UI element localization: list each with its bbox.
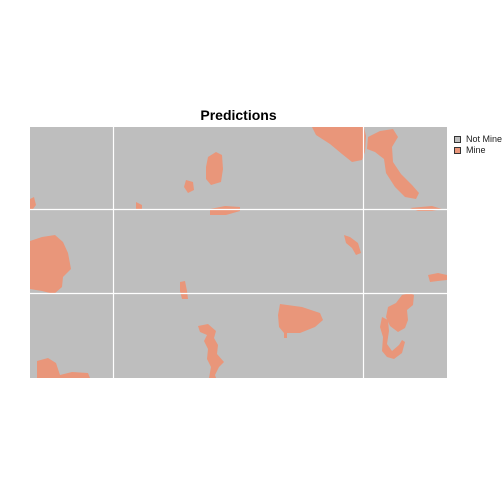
legend-swatch-not-mine bbox=[454, 135, 461, 143]
mine-region bbox=[136, 202, 142, 209]
mine-region bbox=[180, 281, 188, 299]
mine-region bbox=[278, 304, 323, 333]
mine-regions bbox=[30, 127, 447, 378]
legend: Not Mine Mine bbox=[454, 134, 504, 156]
legend-label: Not Mine bbox=[466, 134, 503, 144]
legend-item-not-mine: Not Mine bbox=[454, 134, 504, 144]
not-mine-background bbox=[30, 127, 447, 378]
mine-region bbox=[210, 206, 240, 215]
mine-region bbox=[386, 293, 414, 332]
prediction-map bbox=[30, 127, 447, 378]
mine-region bbox=[206, 152, 223, 185]
mine-region bbox=[367, 129, 419, 199]
legend-label: Mine bbox=[466, 145, 486, 155]
mine-region bbox=[344, 235, 361, 255]
mine-region bbox=[184, 180, 194, 193]
mine-region bbox=[428, 273, 447, 282]
legend-item-mine: Mine bbox=[454, 145, 504, 155]
mine-region bbox=[312, 127, 366, 162]
mine-region bbox=[37, 358, 90, 378]
mine-region bbox=[30, 235, 71, 294]
mine-region bbox=[380, 317, 405, 359]
plot-title: Predictions bbox=[200, 107, 277, 123]
legend-swatch-mine bbox=[454, 146, 461, 154]
mine-region bbox=[284, 330, 287, 338]
tile-grid bbox=[30, 127, 447, 378]
mine-region bbox=[30, 197, 36, 209]
mine-region bbox=[198, 324, 224, 378]
